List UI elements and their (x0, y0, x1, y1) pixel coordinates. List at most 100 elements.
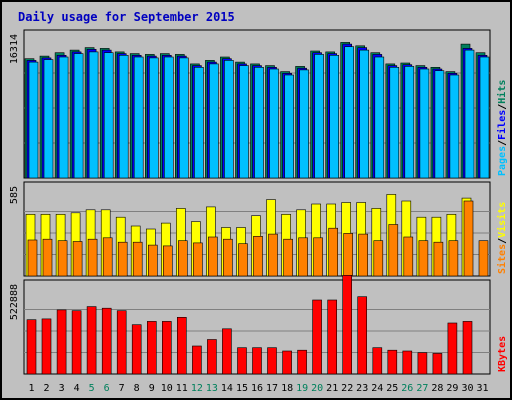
legend-item: Visits (496, 202, 508, 238)
bar (71, 310, 82, 375)
bar (328, 227, 339, 277)
bar (358, 233, 369, 277)
x-tick-label: 2 (43, 383, 49, 394)
bar (192, 345, 202, 375)
bar (344, 46, 355, 179)
bar (282, 350, 292, 375)
x-tick-label: 22 (341, 383, 353, 394)
bar (147, 321, 157, 375)
x-tick-label: 5 (89, 383, 95, 394)
bar (132, 241, 143, 277)
chart-panels: 16314Pages/Files/Hits585Sites/Visits5228… (9, 29, 508, 375)
x-axis: 1 2 3 4 5 6 7 8 9 10 11 12 13 14 15 16 17 18 19 20 21 22 23 24 2… (28, 383, 488, 394)
bar (57, 240, 68, 277)
series-kbytes (26, 274, 473, 375)
bar (284, 74, 294, 179)
bar (254, 67, 264, 179)
bar (28, 61, 39, 179)
x-tick-label: 20 (311, 383, 323, 394)
bar (178, 240, 188, 277)
legend-item: Hits (496, 80, 508, 104)
bar (56, 309, 67, 375)
bar (177, 316, 187, 375)
usage-chart: Daily usage for September 2015 16314Page… (9, 10, 508, 394)
bar (239, 65, 249, 179)
bar (327, 299, 338, 375)
x-tick-label: 25 (386, 383, 398, 394)
x-tick-label: 19 (296, 383, 308, 394)
bar (88, 51, 99, 179)
bar (313, 237, 323, 277)
x-tick-label: 31 (476, 383, 488, 394)
x-tick-label: 15 (236, 383, 248, 394)
bar (419, 68, 430, 179)
series-pages (28, 46, 490, 179)
bar (329, 54, 340, 179)
bar (374, 56, 385, 179)
bar (388, 224, 399, 277)
bar (101, 307, 112, 375)
x-tick-label: 17 (266, 383, 278, 394)
bar (387, 349, 398, 375)
legend-item: KBytes (497, 336, 508, 372)
bar (462, 321, 473, 375)
bar (72, 241, 83, 277)
bar (238, 243, 248, 277)
bar (434, 70, 445, 179)
x-tick-label: 10 (161, 383, 173, 394)
bar (298, 237, 308, 277)
chart-title: Daily usage for September 2015 (18, 10, 235, 24)
bar (222, 328, 232, 375)
bar (131, 324, 142, 375)
bar (464, 49, 475, 179)
x-tick-label: 9 (149, 383, 155, 394)
bar (372, 347, 383, 375)
bar (404, 66, 415, 179)
x-tick-label: 30 (461, 383, 473, 394)
x-tick-label: 12 (191, 383, 203, 394)
bar (343, 233, 354, 277)
bar (479, 56, 490, 179)
bar (342, 274, 353, 375)
bar (117, 241, 128, 277)
x-tick-label: 23 (356, 383, 368, 394)
legend-separator: / (497, 238, 508, 244)
bar (224, 60, 234, 179)
legend: Pages/Files/Hits (496, 80, 508, 176)
bar (357, 296, 368, 375)
x-tick-label: 27 (416, 383, 428, 394)
bar (87, 238, 98, 277)
bar (448, 240, 459, 277)
x-tick-label: 6 (104, 383, 110, 394)
bar (148, 244, 158, 277)
x-tick-label: 24 (371, 383, 383, 394)
bar (223, 238, 233, 277)
x-tick-label: 26 (401, 383, 413, 394)
x-tick-label: 1 (28, 383, 34, 394)
bar (118, 54, 129, 179)
x-tick-label: 3 (59, 383, 65, 394)
legend-item: Sites (496, 244, 508, 274)
bar (193, 242, 203, 277)
bar (237, 347, 247, 375)
x-tick-label: 29 (446, 383, 458, 394)
legend: KBytes (497, 336, 508, 372)
bar (389, 67, 400, 179)
bar (432, 353, 443, 375)
legend-text: Pages/Files/Hits (496, 80, 508, 176)
bar (312, 299, 322, 375)
series-sites (27, 200, 489, 277)
x-tick-label: 14 (221, 383, 233, 394)
bar (42, 238, 53, 277)
x-tick-label: 8 (134, 383, 140, 394)
x-tick-label: 13 (206, 383, 218, 394)
bar (179, 57, 189, 179)
bar (267, 347, 277, 375)
bar (207, 339, 217, 375)
bar (417, 352, 428, 375)
legend-item: Pages (497, 146, 508, 176)
bar (359, 49, 370, 179)
bar (373, 240, 384, 277)
